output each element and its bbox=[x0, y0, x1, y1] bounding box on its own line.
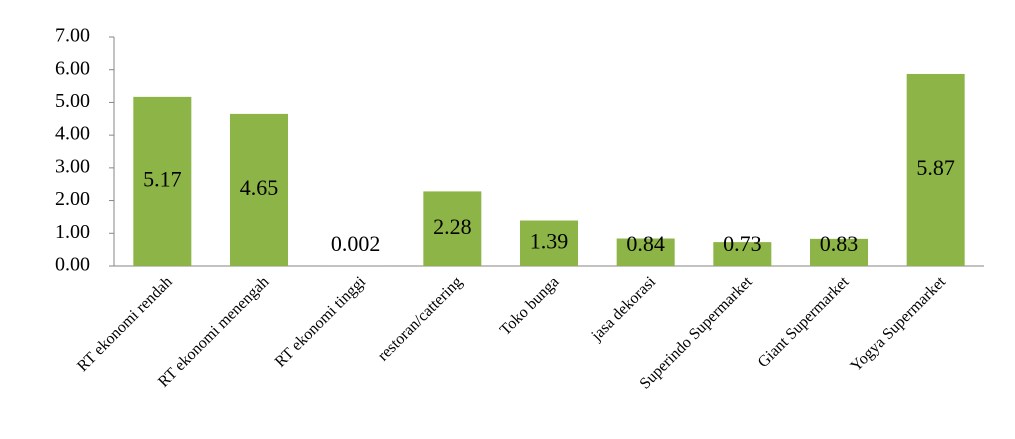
bar bbox=[230, 113, 288, 266]
data-label: 1.39 bbox=[530, 228, 569, 253]
data-label: 5.87 bbox=[916, 155, 955, 180]
bar bbox=[423, 191, 482, 266]
bar bbox=[713, 242, 772, 266]
data-label: 0.002 bbox=[331, 231, 381, 256]
data-label: 0.84 bbox=[626, 231, 665, 256]
x-tick-label: Superindo Supermarket bbox=[637, 273, 757, 393]
y-tick-label: 3.00 bbox=[55, 155, 90, 177]
x-tick-label: RT ekonomi rendah bbox=[74, 273, 176, 375]
y-tick-label: 4.00 bbox=[55, 123, 90, 145]
bar bbox=[616, 238, 675, 266]
x-tick-label: RT ekonomi tinggi bbox=[272, 273, 370, 371]
y-tick-label: 5.00 bbox=[55, 90, 90, 112]
x-tick-label: Giant Supermarket bbox=[755, 273, 853, 371]
y-tick-label: 2.00 bbox=[55, 188, 90, 210]
bar bbox=[520, 220, 578, 266]
y-tick-label: 1.00 bbox=[55, 221, 90, 243]
data-label: 2.28 bbox=[433, 214, 472, 239]
y-tick-label: 6.00 bbox=[55, 57, 90, 79]
data-label: 0.83 bbox=[820, 231, 859, 256]
x-tick-label: RT ekonomi menengah bbox=[155, 273, 272, 390]
bar bbox=[133, 96, 192, 266]
x-tick-label: Toko bunga bbox=[497, 273, 563, 339]
data-label: 0.73 bbox=[723, 231, 762, 256]
bar bbox=[906, 73, 965, 267]
x-tick-label: Yogya Supermarket bbox=[847, 273, 949, 375]
x-tick-label: restoran/cattering bbox=[375, 273, 466, 364]
data-label: 4.65 bbox=[240, 175, 279, 200]
bar bbox=[810, 238, 868, 266]
y-tick-label: 7.00 bbox=[55, 25, 90, 47]
data-label: 5.17 bbox=[143, 166, 182, 191]
x-tick-label: jasa dekorasi bbox=[588, 273, 660, 345]
y-tick-label: 0.00 bbox=[55, 254, 90, 276]
